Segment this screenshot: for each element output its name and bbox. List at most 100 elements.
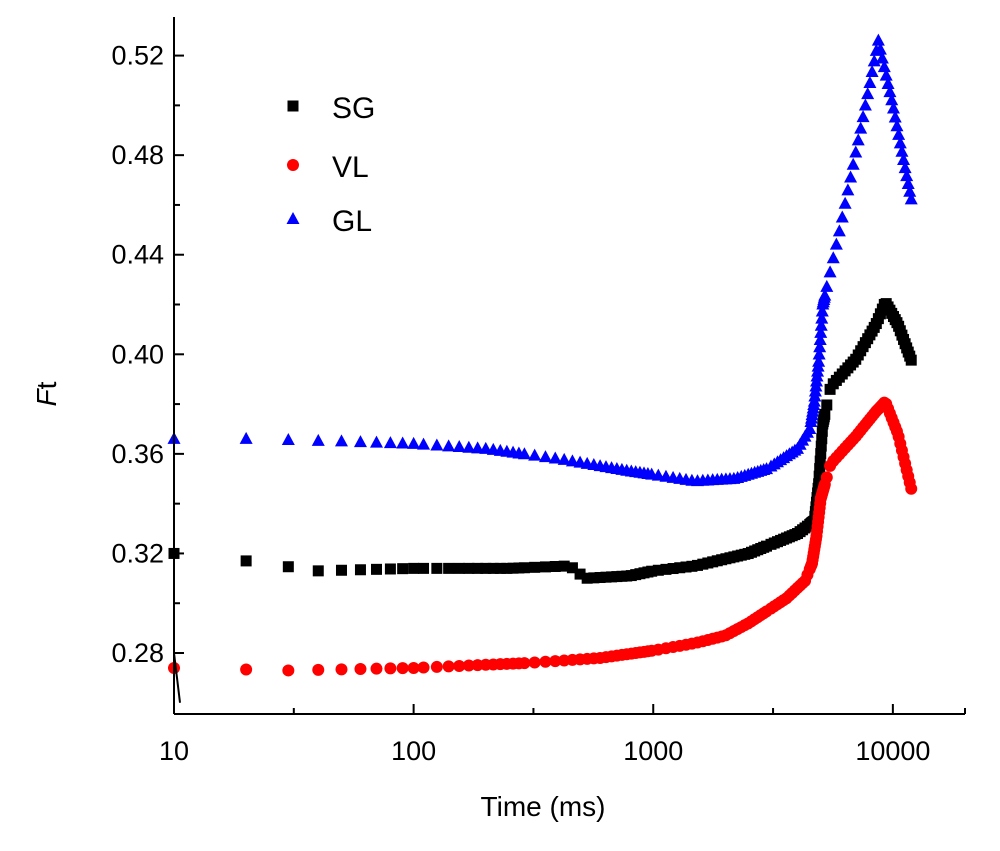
- data-point-sg: [813, 470, 825, 482]
- data-point-gl: [538, 450, 552, 463]
- data-point-gl: [417, 437, 431, 450]
- data-point-gl: [528, 448, 542, 461]
- data-point-sg: [574, 568, 586, 580]
- data-point-gl: [812, 347, 826, 360]
- data-point-sg: [507, 562, 519, 574]
- y-tick-label: 0.52: [111, 41, 164, 71]
- data-point-sg: [594, 572, 606, 584]
- data-point-gl: [838, 196, 852, 209]
- data-point-gl: [877, 60, 891, 73]
- data-point-gl: [803, 421, 817, 434]
- series-sg: [168, 298, 917, 584]
- legend-marker-gl: [286, 212, 300, 224]
- y-tick-label: 0.36: [111, 439, 164, 469]
- data-point-gl: [430, 438, 444, 451]
- data-point-vl: [549, 655, 562, 668]
- series-gl: [167, 33, 918, 487]
- data-point-gl: [823, 265, 837, 278]
- data-point-sg: [646, 565, 658, 577]
- data-point-gl: [462, 440, 476, 453]
- x-tick-label: 10000: [855, 736, 930, 766]
- data-point-sg: [815, 448, 827, 460]
- data-point-sg: [397, 563, 409, 575]
- data-point-vl: [430, 660, 443, 673]
- data-point-sg: [384, 563, 396, 575]
- data-point-sg: [674, 562, 686, 574]
- data-point-vl: [396, 662, 409, 675]
- data-point-gl: [815, 311, 829, 324]
- legend-marker-vl: [287, 159, 299, 171]
- data-point-sg: [494, 562, 506, 574]
- data-point-vl: [462, 659, 475, 672]
- data-point-gl: [820, 279, 834, 292]
- data-point-gl: [813, 333, 827, 346]
- data-point-sg: [443, 562, 455, 574]
- data-point-gl: [311, 433, 325, 446]
- data-point-gl: [875, 51, 889, 64]
- data-point-sg: [529, 561, 541, 573]
- data-point-gl: [452, 440, 466, 453]
- data-point-gl: [832, 224, 846, 237]
- y-axis-title: Ft: [31, 381, 62, 406]
- data-point-vl: [417, 661, 430, 674]
- data-point-gl: [849, 145, 863, 158]
- data-point-vl: [240, 663, 253, 676]
- data-point-sg: [813, 478, 825, 490]
- data-point-sg: [680, 561, 692, 573]
- data-point-gl: [396, 436, 410, 449]
- series-vl: [168, 396, 918, 677]
- data-point-sg: [905, 354, 917, 366]
- data-point-gl: [888, 110, 902, 123]
- y-tick-label: 0.28: [111, 638, 164, 668]
- y-tick-label: 0.40: [111, 339, 164, 369]
- data-point-gl: [517, 447, 531, 460]
- data-point-sg: [539, 561, 551, 573]
- data-point-sg: [487, 562, 499, 574]
- data-point-gl: [818, 288, 832, 301]
- data-point-gl: [442, 439, 456, 452]
- data-point-sg: [312, 565, 324, 577]
- y-tick-label: 0.44: [111, 240, 164, 270]
- data-point-sg: [453, 562, 465, 574]
- data-point-gl: [353, 435, 367, 448]
- data-point-sg: [431, 562, 443, 574]
- legend-label-vl: VL: [332, 151, 369, 184]
- data-point-gl: [895, 144, 909, 157]
- data-point-vl: [528, 656, 541, 669]
- data-point-gl: [548, 451, 562, 464]
- data-point-vl: [905, 482, 918, 495]
- data-point-gl: [814, 325, 828, 338]
- data-point-gl: [893, 136, 907, 149]
- data-point-sg: [240, 555, 252, 567]
- data-point-gl: [471, 441, 485, 454]
- data-point-gl: [903, 184, 917, 197]
- data-point-vl: [354, 663, 367, 676]
- data-point-gl: [370, 435, 384, 448]
- x-tick-label: 1000: [623, 736, 683, 766]
- data-point-gl: [865, 65, 879, 78]
- data-point-sg: [513, 562, 525, 574]
- y-minor-tick: [173, 652, 181, 703]
- data-point-gl: [897, 152, 911, 165]
- data-point-gl: [383, 436, 397, 449]
- data-point-gl: [898, 161, 912, 174]
- data-point-sg: [480, 562, 492, 574]
- y-tick-label: 0.48: [111, 140, 164, 170]
- data-point-sg: [686, 560, 698, 572]
- data-point-gl: [856, 110, 870, 123]
- data-point-gl: [890, 119, 904, 132]
- data-point-vl: [282, 664, 295, 677]
- data-point-gl: [851, 133, 865, 146]
- data-point-sg: [660, 563, 672, 575]
- data-point-vl: [442, 660, 455, 673]
- y-axis-title-italic: F: [31, 387, 62, 406]
- data-point-sg: [581, 572, 593, 584]
- y-tick-label: 0.32: [111, 538, 164, 568]
- data-point-gl: [841, 183, 855, 196]
- data-point-gl: [863, 75, 877, 88]
- data-point-sg: [418, 562, 430, 574]
- data-point-sg: [501, 562, 513, 574]
- data-point-gl: [885, 93, 899, 106]
- data-point-gl: [904, 192, 918, 205]
- data-point-sg: [815, 440, 827, 452]
